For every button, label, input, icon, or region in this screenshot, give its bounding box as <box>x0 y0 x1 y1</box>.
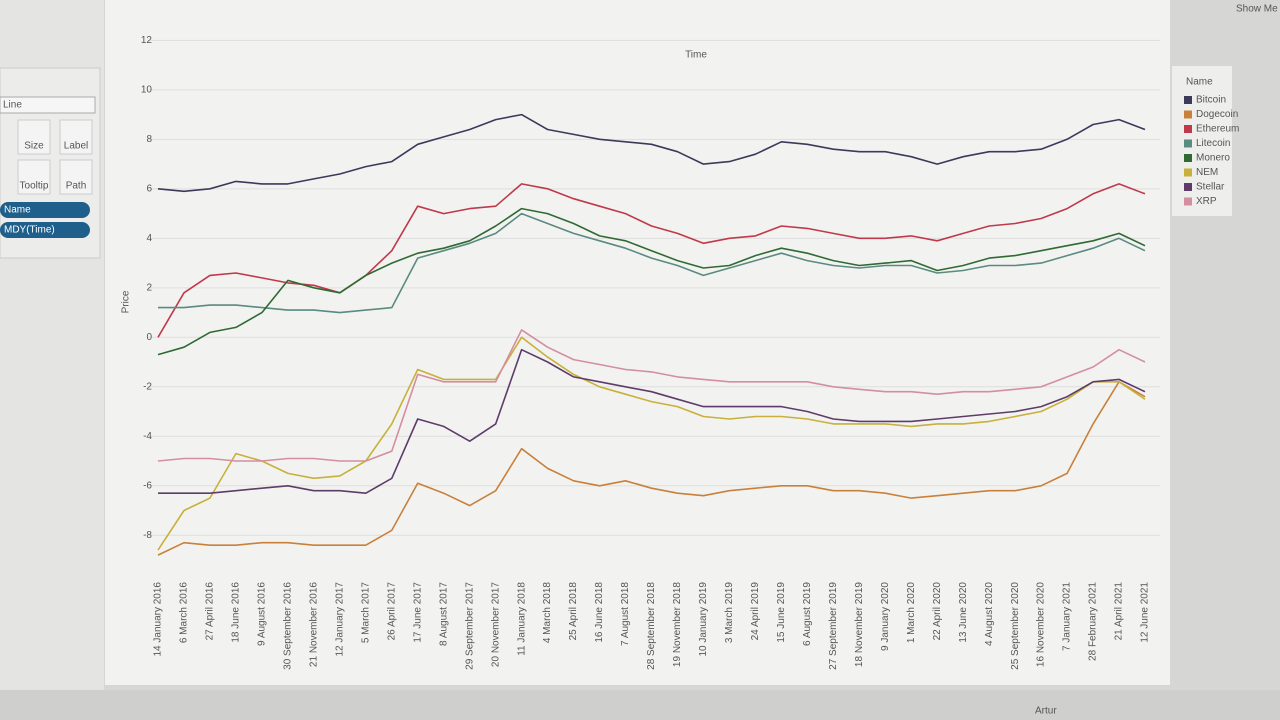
series-line <box>157 336 1146 551</box>
x-tick-label: 6 August 2019 <box>802 582 813 646</box>
x-tick-label: 26 April 2017 <box>386 582 397 641</box>
y-tick-label: 8 <box>146 134 152 145</box>
y-tick-label: 2 <box>146 282 152 293</box>
x-tick-label: 21 April 2021 <box>1114 582 1125 641</box>
mark-type: Line <box>3 100 22 111</box>
user: Artur <box>1035 706 1057 717</box>
x-tick-label: 16 June 2018 <box>594 582 605 643</box>
legend-swatch[interactable] <box>1184 154 1192 162</box>
x-tick-label: 14 January 2016 <box>153 582 164 657</box>
y-tick-label: -6 <box>143 480 152 491</box>
legend-swatch[interactable] <box>1184 110 1192 119</box>
series-line <box>158 348 1146 494</box>
y-tick-label: 6 <box>146 183 152 194</box>
card-button[interactable] <box>17 159 51 195</box>
legend-label[interactable]: Monero <box>1196 153 1230 164</box>
legend-label[interactable]: Dogecoin <box>1196 109 1238 120</box>
legend-label[interactable]: Bitcoin <box>1196 95 1226 106</box>
x-tick-label: 9 August 2016 <box>257 582 268 646</box>
x-tick-label: 4 March 2018 <box>542 582 553 644</box>
x-tick-label: 19 November 2018 <box>672 582 683 667</box>
x-tick-label: 12 June 2021 <box>1140 582 1151 643</box>
legend-panel <box>1172 66 1232 216</box>
x-tick-label: 7 January 2021 <box>1062 582 1073 651</box>
x-tick-label: 18 November 2019 <box>854 582 865 667</box>
legend-swatch[interactable] <box>1184 139 1192 148</box>
x-tick-label: 21 November 2016 <box>308 582 319 667</box>
y-tick-label: -8 <box>143 530 152 541</box>
x-tick-label: 8 August 2017 <box>438 582 449 646</box>
x-tick-label: 4 August 2020 <box>984 582 995 646</box>
x-tick-label: 12 January 2017 <box>334 582 345 657</box>
series-line <box>157 329 1146 462</box>
series-line <box>157 113 1146 193</box>
legend-label[interactable]: Stellar <box>1196 182 1225 193</box>
card-label: Label <box>64 141 88 152</box>
series-line <box>157 183 1146 338</box>
x-tick-label: 15 June 2019 <box>776 582 787 643</box>
y-tick-label: 10 <box>141 85 153 96</box>
x-tick-label: 25 September 2020 <box>1010 582 1021 670</box>
legend-swatch[interactable] <box>1184 197 1192 206</box>
card-label: Tooltip <box>20 181 49 192</box>
y-tick-label: -2 <box>143 381 152 392</box>
card-label: Size <box>24 141 44 152</box>
legend-label[interactable]: NEM <box>1196 167 1218 178</box>
x-tick-label: 27 April 2016 <box>205 582 216 641</box>
pill-label: MDY(Time) <box>4 225 55 236</box>
x-tick-label: 28 September 2018 <box>646 582 657 670</box>
x-tick-label: 30 September 2016 <box>283 582 294 670</box>
pill-label: Name <box>4 205 31 216</box>
x-tick-label: 6 March 2016 <box>179 582 190 644</box>
legend-swatch[interactable] <box>1184 183 1192 191</box>
x-tick-label: 16 November 2020 <box>1036 582 1047 667</box>
legend-swatch[interactable] <box>1184 168 1192 177</box>
x-tick-label: 18 June 2016 <box>231 582 242 643</box>
x-tick-label: 25 April 2018 <box>568 582 579 641</box>
x-tick-label: 9 January 2020 <box>880 582 891 651</box>
series-line <box>158 212 1146 314</box>
pill[interactable] <box>0 222 90 238</box>
x-tick-label: 10 January 2019 <box>698 582 709 657</box>
x-tick-label: 29 September 2017 <box>464 582 475 670</box>
x-tick-label: 7 August 2018 <box>620 582 631 646</box>
show-me[interactable]: Show Me <box>1236 4 1278 15</box>
legend-swatch[interactable] <box>1184 125 1192 133</box>
card-button[interactable] <box>59 159 93 195</box>
legend-label[interactable]: Litecoin <box>1196 138 1230 149</box>
x-tick-label: 11 January 2018 <box>516 582 527 656</box>
card-label: Path <box>66 181 87 192</box>
legend-label[interactable]: XRP <box>1196 196 1217 207</box>
series-line <box>157 207 1146 356</box>
x-tick-label: 1 March 2020 <box>906 582 917 644</box>
x-tick-label: 24 April 2019 <box>750 582 761 641</box>
x-tick-label: 28 February 2021 <box>1088 582 1099 661</box>
y-tick-label: 4 <box>146 233 152 244</box>
y-tick-label: -4 <box>143 431 152 442</box>
x-tick-label: 20 November 2017 <box>490 582 501 667</box>
status-bar <box>0 690 1280 720</box>
series-line <box>157 381 1146 556</box>
y-axis-title: Price <box>121 290 132 313</box>
x-tick-label: 17 June 2017 <box>412 582 423 643</box>
legend-swatch[interactable] <box>1184 96 1192 104</box>
card-button[interactable] <box>17 119 51 155</box>
x-tick-label: 22 April 2020 <box>932 582 943 641</box>
x-axis-title: Time <box>685 50 707 61</box>
view <box>105 0 1170 685</box>
x-tick-label: 13 June 2020 <box>958 582 969 643</box>
y-tick-label: 0 <box>146 332 152 343</box>
y-tick-label: 12 <box>141 35 153 46</box>
pill[interactable] <box>0 202 90 218</box>
legend-title: Name <box>1186 77 1213 88</box>
mark-type-dropdown[interactable] <box>0 96 96 114</box>
card-button[interactable] <box>59 119 93 155</box>
x-tick-label: 3 March 2019 <box>724 582 735 644</box>
legend-label[interactable]: Ethereum <box>1196 124 1239 135</box>
x-tick-label: 27 September 2019 <box>828 582 839 670</box>
x-tick-label: 5 March 2017 <box>360 582 371 644</box>
